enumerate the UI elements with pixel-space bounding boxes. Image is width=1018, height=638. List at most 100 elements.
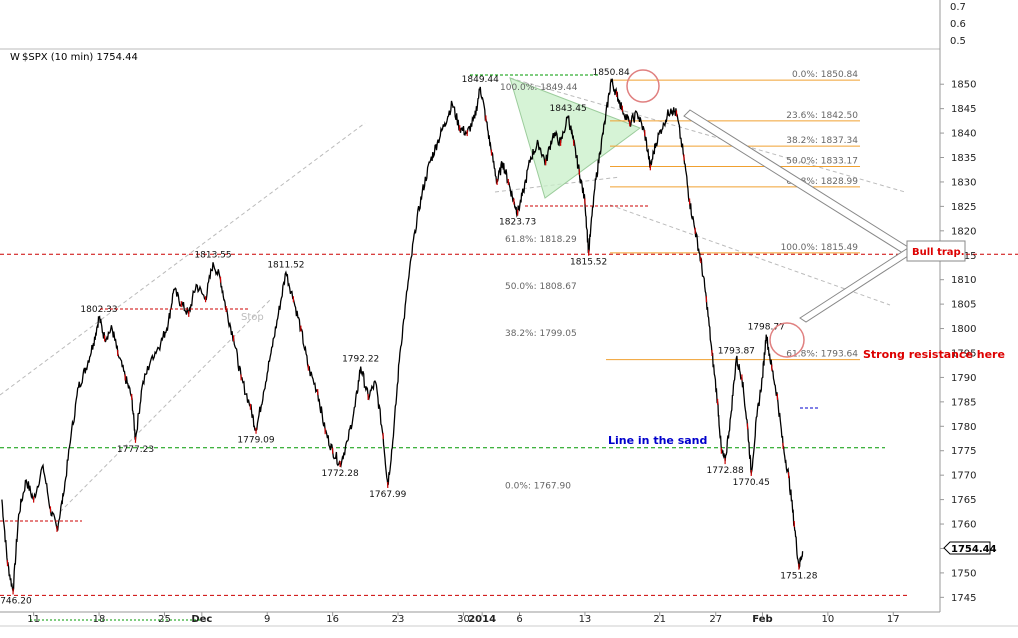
price-annotation: 1811.52: [267, 260, 304, 270]
price-annotation: 1843.45: [550, 104, 587, 114]
fib-right-label: 61.8%: 1793.64: [786, 350, 858, 360]
chart-title: $SPX (10 min) 1754.44: [22, 52, 138, 63]
x-tick-label: 17: [887, 614, 900, 625]
y-tick-label: 1830: [951, 177, 976, 188]
fib-right-label: 0.0%: 1850.84: [792, 70, 858, 80]
price-annotation: 1850.84: [592, 68, 629, 78]
trend-line-right-upper: [509, 77, 906, 193]
resistance-callout: Strong resistance here: [863, 348, 1005, 361]
y-tick-label: 1835: [951, 153, 976, 164]
x-tick-label: 23: [392, 614, 405, 625]
x-tick-label: 13: [579, 614, 592, 625]
trend-channel: [0, 77, 906, 513]
y-tick-label: 1805: [951, 300, 976, 311]
x-tick-label: 2014: [468, 614, 496, 625]
fib-left-label: 0.0%: 1767.90: [505, 481, 571, 491]
price-annotation: 1751.28: [780, 572, 817, 582]
y-tick-label: 1820: [951, 226, 976, 237]
stop-label: Stop: [241, 312, 264, 323]
x-tick-label: 30: [457, 614, 470, 625]
y-tick-label: 1795: [951, 348, 976, 359]
chart-logo-icon: W: [10, 52, 20, 63]
y-tick-label: 1785: [951, 397, 976, 408]
bull-trap-label: Bull trap.: [912, 247, 965, 258]
price-annotation: 1792.22: [342, 355, 379, 365]
fib-right-label: 100.0%: 1815.49: [781, 243, 859, 253]
fib-left-label: 50.0%: 1808.67: [505, 282, 577, 292]
upper-panel: 0.7 0.6 0.5: [0, 0, 966, 50]
price-annotation: 1770.45: [733, 478, 770, 488]
x-tick-label: Feb: [752, 614, 772, 625]
bull-trap-box: [906, 240, 966, 262]
bull-trap-pointer-upper: [683, 109, 909, 256]
price-annotation: 1767.99: [369, 490, 406, 500]
y-tick-label: 1780: [951, 422, 976, 433]
triangle-pattern: [509, 77, 642, 199]
y-tick-label: 1800: [951, 324, 976, 335]
highlight-circle-retest: [769, 322, 805, 358]
x-tick-label: 10: [822, 614, 835, 625]
price-annotations: 1746.20 1802.33 1777.23 1813.55 1779.09 1811.…: [0, 68, 818, 606]
y-tick-label: 1750: [951, 568, 976, 579]
y-tick-label: 1760: [951, 520, 976, 531]
upper-tick-label: 0.5: [950, 36, 966, 47]
x-tick-label: 9: [264, 614, 270, 625]
x-tick-label: 6: [516, 614, 522, 625]
fib-right-label: 50.0%: 1833.17: [786, 156, 858, 166]
y-tick-label: 1745: [951, 593, 976, 604]
fib-right-label: 38.2%: 1837.34: [786, 136, 858, 146]
price-annotation: 1802.33: [80, 305, 117, 315]
last-price-tag: 1754.44: [943, 541, 997, 555]
fib-right-label: 61.8%: 1828.99: [786, 177, 858, 187]
price-annotation: 1849.44: [462, 75, 499, 85]
price-annotation: 1815.52: [570, 258, 607, 268]
fib-left-label: 38.2%: 1799.05: [505, 329, 577, 339]
fib-left-label: 100.0%: 1849.44: [500, 83, 578, 93]
y-tick-label: 1845: [951, 104, 976, 115]
y-tick-label: 1770: [951, 471, 976, 482]
y-tick-label: 1810: [951, 275, 976, 286]
fib-retracement-left: 100.0%: 1849.44 61.8%: 1818.29 50.0%: 1808…: [500, 83, 578, 491]
x-tick-label: 25: [158, 614, 171, 625]
x-tick-label: 21: [653, 614, 666, 625]
price-annotation: 1813.55: [194, 250, 231, 260]
price-series: [1, 78, 804, 595]
price-annotation: 1798.77: [748, 323, 785, 333]
y-tick-label: 1825: [951, 202, 976, 213]
x-tick-label: 11: [27, 614, 40, 625]
price-annotation: 1823.73: [499, 218, 536, 228]
swing-levels: [0, 74, 818, 522]
price-annotation: 1746.20: [0, 596, 32, 606]
bull-trap-callout: Bull trap.: [906, 240, 966, 262]
last-price-box: [943, 541, 991, 555]
last-price-value: 1754.44: [951, 544, 997, 555]
horizontal-levels: [0, 253, 1018, 596]
upper-tick-label: 0.7: [950, 2, 966, 13]
upper-tick-label: 0.6: [950, 19, 966, 30]
fib-right-label: 23.6%: 1842.50: [786, 111, 858, 121]
x-tick-label: 16: [326, 614, 339, 625]
fib-left-label: 61.8%: 1818.29: [505, 235, 577, 245]
chart-title-group: W $SPX (10 min) 1754.44: [10, 52, 138, 63]
price-annotation: 1772.28: [322, 469, 359, 479]
highlight-circle-top: [626, 69, 660, 103]
bull-trap-pointers: [683, 109, 909, 323]
line-in-sand-callout: Line in the sand: [608, 434, 707, 447]
bull-trap-pointer-lower: [799, 247, 909, 323]
price-annotation: 1793.87: [718, 347, 755, 357]
y-axis-ticks: 1745 1750 1760 1765 1770 1775 1780 1785 1790 1795…: [940, 80, 976, 604]
y-tick-label: 1840: [951, 129, 976, 140]
y-tick-label: 1775: [951, 446, 976, 457]
trend-line-upper: [0, 122, 366, 396]
trend-line-right-lower: [609, 204, 891, 306]
y-tick-label: 1850: [951, 80, 976, 91]
trend-line-lower: [59, 299, 271, 513]
x-tick-label: Dec: [191, 614, 212, 625]
price-annotation: 1772.88: [706, 466, 743, 476]
x-tick-label: 27: [709, 614, 722, 625]
fib-retracement-right: 0.0%: 1850.84 23.6%: 1842.50 38.2%: 1837.3…: [606, 70, 860, 361]
price-annotation: 1779.09: [237, 436, 274, 446]
